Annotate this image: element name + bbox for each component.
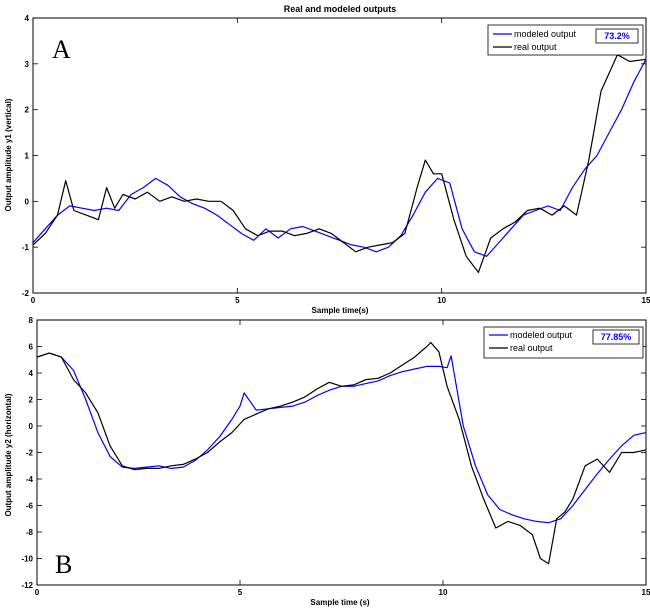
panel-a-legend: modeled output real output 73.2% [487,24,644,56]
panel-a-y-tick-label: -1 [22,243,30,252]
panel-a-x-tick-label: 15 [642,296,650,305]
panel-b-y-tick-label: -12 [21,581,33,590]
panel-a-series-modeled-line [32,59,647,257]
panel-a-x-tick-label: 0 [31,296,36,305]
panel-a-series-layer [32,54,647,273]
panel-a-plot-frame [32,17,647,294]
panel-b-y-tick-label: -10 [21,555,33,564]
panel-b-legend: modeled output real output 77.85% [483,326,644,359]
panel-b-letter: B [55,550,72,579]
panel-b-x-tick-label: 0 [35,588,40,597]
panel-b-y-tick-label: -6 [26,502,34,511]
panel-a-y-tick-label: 4 [25,14,30,23]
panel-a-x-tick-label: 5 [235,296,240,305]
panel-a-letter: A [52,35,71,64]
panel-b-legend-modeled-label: modeled output [510,330,573,340]
panel-b-series-layer [36,341,647,565]
panel-b-y-tick-label: 6 [29,343,34,352]
panel-b-plot-frame [36,319,647,586]
panel-b-x-tick-label: 10 [439,588,448,597]
panel-a: 0 5 10 15 -2 -1 0 1 2 3 4 A Sample time(s) Output … [4,14,650,315]
panel-b-y-tick-label: -8 [26,528,34,537]
panel-a-legend-modeled-label: modeled output [514,29,577,39]
panel-b-y-tick-label: 2 [29,396,34,405]
panel-a-y-tick-label: -2 [22,289,30,298]
panel-b-y-tick-label: -2 [26,449,34,458]
panel-b-series-modeled-line [36,352,647,524]
panel-a-y-tick-label: 1 [25,152,30,161]
panel-b-x-tick-label: 15 [642,588,650,597]
panel-a-y-axis-label: Output amplitude y1 (vertical) [4,98,13,211]
panel-a-series-real-line [32,54,647,273]
panel-a-y-tick-label: 2 [25,106,30,115]
panel-b-x-axis-label: Sample time (s) [310,598,369,607]
panel-b-x-tick-label: 5 [238,588,243,597]
panel-b-ticks: 0 5 10 15 -12 -10 -8 -6 -4 -2 0 2 4 6 8 [21,316,650,597]
panel-b-y-tick-label: 0 [29,422,34,431]
panel-b-series-real-line [36,341,647,565]
panel-a-ticks: 0 5 10 15 -2 -1 0 1 2 3 4 [22,14,650,305]
panel-a-y-tick-label: 0 [25,197,30,206]
panel-a-x-axis-label: Sample time(s) [312,306,369,315]
panel-a-legend-real-label: real output [514,42,557,52]
panel-b: 0 5 10 15 -12 -10 -8 -6 -4 -2 0 2 4 6 8 B Sample time … [4,316,650,607]
chart-title: Real and modeled outputs [284,4,397,14]
panel-a-fit-box [595,28,639,44]
panel-b-y-tick-label: 4 [29,369,34,378]
panel-b-y-tick-label: 8 [29,316,34,325]
panel-a-x-tick-label: 10 [437,296,446,305]
panel-a-fit-value: 73.2% [604,31,630,41]
panel-b-y-tick-label: -4 [26,475,34,484]
panel-b-fit-value: 77.85% [601,332,632,342]
panel-b-legend-real-label: real output [510,343,553,353]
panel-b-y-axis-label: Output amplitude y2 (horizontal) [4,393,13,516]
panel-a-y-tick-label: 3 [25,60,30,69]
panel-b-fit-box [592,329,640,345]
